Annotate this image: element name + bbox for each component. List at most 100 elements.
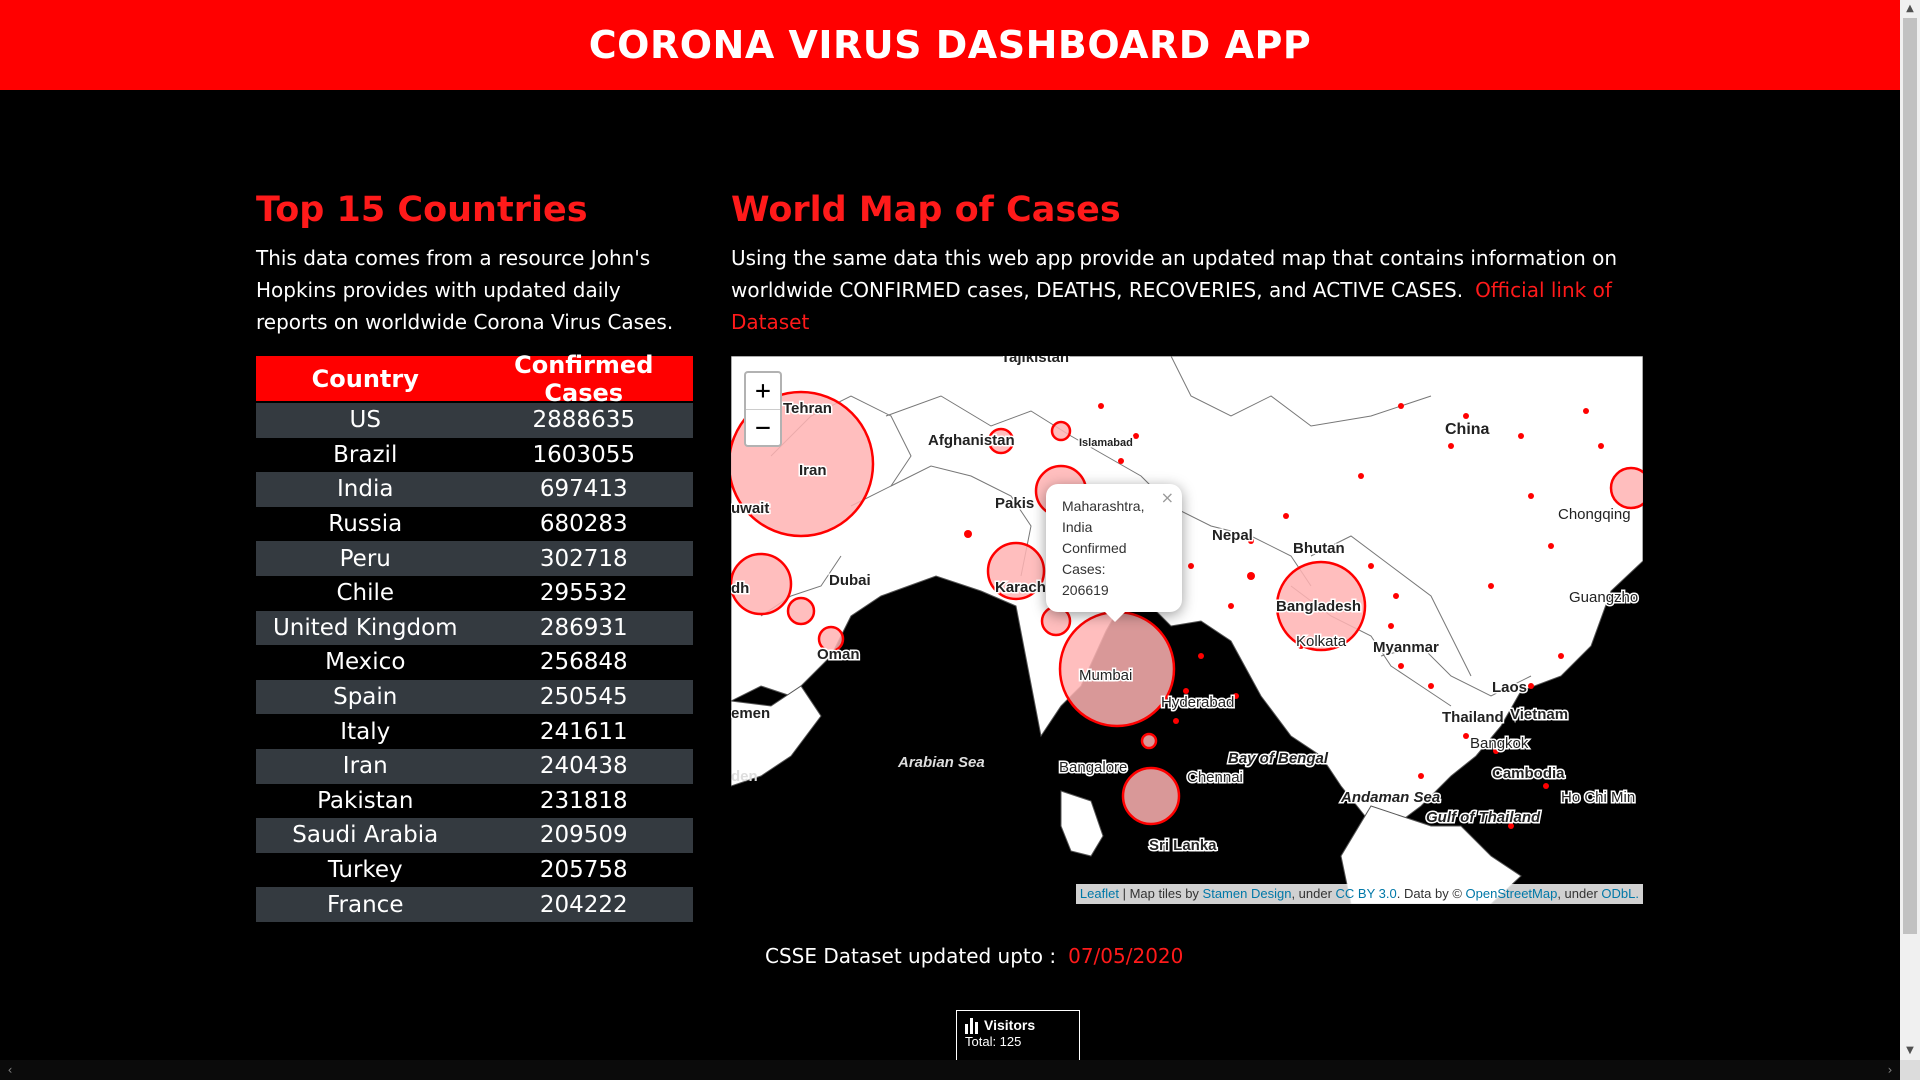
- odbl-link[interactable]: ODbL.: [1601, 886, 1639, 901]
- popup-line: Confirmed: [1062, 540, 1127, 556]
- popup-line: Cases:: [1062, 561, 1106, 577]
- popup-close-button[interactable]: ×: [1160, 488, 1174, 507]
- cases-cell: 241611: [539, 718, 628, 745]
- table-row: Chile 295532: [256, 575, 693, 611]
- map-label: Tajikistan: [1001, 356, 1069, 366]
- top15-description: This data comes from a resource John's H…: [256, 246, 674, 334]
- zoom-out-button[interactable]: −: [755, 413, 771, 443]
- country-cell: Iran: [342, 753, 388, 780]
- map-label: Vietnam: [1510, 706, 1568, 723]
- worldmap-title: World Map of Cases: [731, 190, 1121, 230]
- map-label: Bhutan: [1293, 540, 1345, 557]
- map-label: emen: [731, 705, 770, 722]
- country-cell: US: [349, 407, 381, 434]
- scroll-up-arrow-icon[interactable]: ▲: [1906, 3, 1914, 14]
- updated-date: 07/05/2020: [1068, 944, 1184, 968]
- horizontal-scrollbar[interactable]: ‹ ›: [0, 1060, 1900, 1080]
- table-row: Spain 250545: [256, 679, 693, 715]
- table-row: Brazil 1603055: [256, 437, 693, 473]
- visitors-title: Visitors: [984, 1017, 1036, 1033]
- map-label: Bangkok: [1470, 735, 1529, 752]
- country-cell: France: [327, 891, 404, 918]
- map-label: Nepal: [1212, 527, 1253, 544]
- worldmap-description-text: Using the same data this web app provide…: [731, 246, 1618, 302]
- map-attribution: Leaflet | Map tiles by Stamen Design, un…: [1075, 884, 1643, 904]
- cases-cell: 697413: [539, 476, 628, 503]
- map-label: Oman: [817, 646, 860, 663]
- map-label: Hyderabad: [1161, 694, 1234, 711]
- map-label: Karach: [995, 579, 1046, 596]
- scrollbar-thumb[interactable]: [1903, 18, 1917, 934]
- table-row: Peru 302718: [256, 541, 693, 576]
- map-label: Mumbai: [1079, 667, 1132, 684]
- app-header: CORONA VIRUS DASHBOARD APP: [0, 0, 1900, 90]
- vertical-scrollbar[interactable]: ▲ ▼: [1900, 0, 1920, 1060]
- cases-cell: 209509: [539, 822, 628, 849]
- scroll-left-arrow-icon[interactable]: ‹: [7, 1063, 13, 1077]
- cases-cell: 1603055: [532, 441, 635, 468]
- cases-cell: 240438: [539, 753, 628, 780]
- table-row: India 697413: [256, 472, 693, 507]
- table-body: US 2888635 Brazil 1603055 India 697413 Russia 6…: [256, 403, 693, 922]
- map-label: Arabian Sea: [897, 754, 985, 771]
- popup-tip: [1104, 611, 1126, 622]
- map-label: Guangzho: [1569, 589, 1638, 606]
- country-cell: Chile: [336, 580, 395, 607]
- map-label: uwait: [731, 500, 769, 517]
- table-row: Russia 680283: [256, 506, 693, 542]
- map-label: Thailand: [1442, 709, 1504, 726]
- map-label: Kolkata: [1296, 633, 1347, 650]
- column-confirmed-cases: Confirmed Cases: [514, 350, 654, 407]
- cases-cell: 295532: [539, 580, 628, 607]
- country-cell: Brazil: [333, 441, 398, 468]
- stamen-link[interactable]: Stamen Design: [1202, 886, 1292, 901]
- dataset-link[interactable]: Official link of Dataset: [731, 278, 1612, 334]
- map-label: Chennai: [1187, 769, 1243, 786]
- country-cell: India: [337, 476, 394, 503]
- leaflet-link[interactable]: Leaflet: [1079, 886, 1119, 901]
- osm-link[interactable]: OpenStreetMap: [1465, 886, 1558, 901]
- dataset-updated: CSSE Dataset updated upto : 07/05/2020: [765, 944, 1183, 968]
- visitors-total: Total: 125: [965, 1034, 1022, 1050]
- country-cell: Saudi Arabia: [292, 822, 439, 849]
- map-label: Iran: [799, 462, 827, 479]
- map-label: Bay of Bengal: [1228, 750, 1329, 767]
- popup-line: India: [1062, 519, 1093, 535]
- country-cell: Italy: [340, 718, 391, 745]
- country-cell: United Kingdom: [272, 614, 458, 641]
- scroll-right-arrow-icon[interactable]: ›: [1887, 1063, 1893, 1077]
- country-cell: Pakistan: [317, 787, 414, 814]
- attribution-text: , under: [1291, 886, 1336, 901]
- table-row: Iran 240438: [256, 748, 693, 784]
- table-row: Mexico 256848: [256, 645, 693, 680]
- country-cell: Spain: [333, 684, 398, 711]
- attribution-text: | Map tiles by: [1118, 886, 1203, 901]
- cases-cell: 204222: [539, 891, 628, 918]
- scroll-down-arrow-icon[interactable]: ▼: [1906, 1045, 1914, 1056]
- page: CORONA VIRUS DASHBOARD APP Top 15 Countr…: [0, 0, 1900, 1060]
- table-row: US 2888635: [256, 403, 693, 438]
- scrollbar-corner: [1900, 1060, 1920, 1080]
- cases-cell: 680283: [539, 511, 628, 538]
- visitors-title-row: Visitors: [965, 1017, 1071, 1035]
- map-label: Laos: [1492, 679, 1527, 696]
- ccby-link[interactable]: CC BY 3.0: [1335, 886, 1397, 901]
- attribution-text: . Data by ©: [1396, 886, 1466, 901]
- zoom-in-button[interactable]: +: [746, 373, 780, 410]
- map-label: Bangladesh: [1276, 598, 1361, 615]
- world-map[interactable]: Tajikistan Tehran Iran Afghanistan Islam…: [731, 356, 1643, 904]
- map-popup: × Maharashtra, India Confirmed Cases: 20…: [1046, 484, 1182, 622]
- popup-line: Maharashtra,: [1062, 498, 1145, 514]
- country-cell: Russia: [328, 511, 403, 538]
- updated-label: CSSE Dataset updated upto :: [765, 944, 1057, 968]
- zoom-control: + −: [744, 371, 782, 447]
- map-label: Myanmar: [1373, 639, 1439, 656]
- map-label: Afghanistan: [928, 432, 1015, 449]
- map-label: Bangalore: [1059, 759, 1127, 776]
- popup-text: Maharashtra, India Confirmed Cases: 2066…: [1062, 496, 1166, 601]
- table-row: Saudi Arabia 209509: [256, 818, 693, 853]
- map-label: Sri Lanka: [1149, 837, 1217, 854]
- map-label: den: [731, 768, 758, 785]
- visitors-widget[interactable]: Visitors Total: 125: [956, 1010, 1080, 1060]
- table-row: Turkey 205758: [256, 852, 693, 888]
